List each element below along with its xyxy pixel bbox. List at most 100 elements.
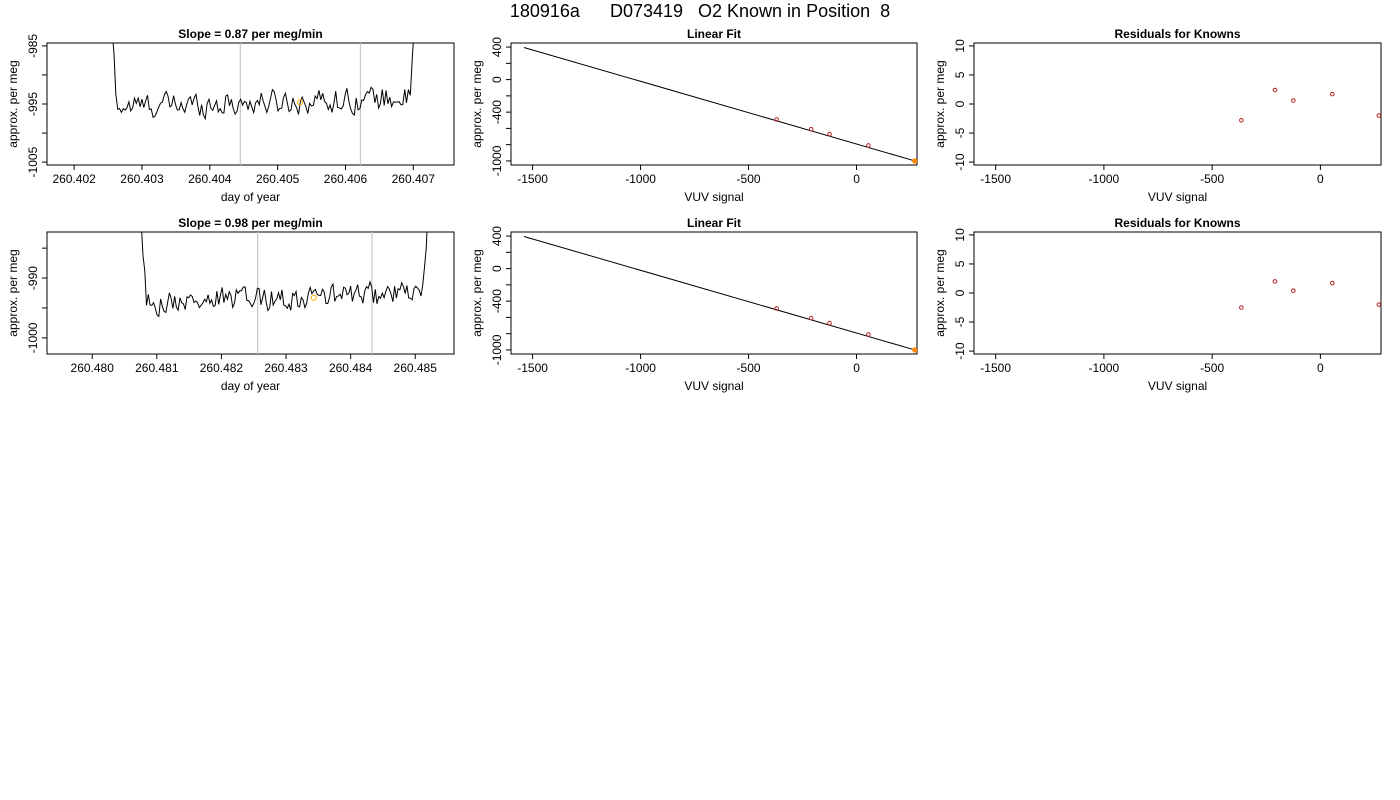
y-tick-label: -995	[26, 92, 40, 116]
x-tick-label: -1500	[517, 172, 548, 186]
x-axis-label: day of year	[221, 379, 280, 393]
x-tick-label: 260.481	[135, 361, 179, 375]
data-point	[912, 347, 917, 353]
y-tick-label: -5	[953, 127, 967, 138]
plot-panel-1: Slope = 0.87 per meg/min 260.402 260.403 26…	[6, 27, 455, 204]
plot-frame	[973, 231, 1382, 355]
x-tick-label: -1500	[517, 361, 548, 375]
x-tick-label: -500	[737, 361, 761, 375]
data-point	[827, 320, 832, 326]
y-axis-label: approx. per meg	[470, 249, 484, 336]
plot-title: Residuals for Knowns	[1114, 27, 1240, 41]
data-point	[912, 158, 917, 164]
plot-title: Slope = 0.87 per meg/min	[178, 27, 322, 41]
plot-title: Linear Fit	[687, 27, 741, 41]
y-tick-label: 10	[953, 39, 967, 53]
x-tick-label: 260.406	[324, 172, 368, 186]
plot-data	[1239, 87, 1381, 123]
x-tick-label: -1500	[980, 172, 1011, 186]
y-axis-label: approx. per meg	[6, 249, 20, 336]
y-tick-label: 5	[953, 71, 967, 78]
data-point	[808, 126, 814, 132]
plot-panel-6: Residuals for Knowns -1500 -1000 -500 0 -10 -5…	[933, 216, 1382, 393]
y-tick-label: -985	[26, 34, 40, 58]
x-tick-label: 0	[1317, 361, 1324, 375]
data-point	[1272, 279, 1278, 284]
data-point	[774, 117, 779, 122]
x-tick-label: -1000	[625, 361, 656, 375]
data-point	[1329, 91, 1335, 97]
y-tick-label: 0	[490, 265, 504, 272]
data-point	[866, 143, 871, 148]
y-axis-label: approx. per meg	[933, 249, 947, 336]
plot-data	[523, 235, 917, 353]
y-tick-label: -1000	[490, 334, 504, 365]
x-tick-label: 260.484	[329, 361, 373, 375]
y-tick-label: 5	[953, 260, 967, 267]
plot-frame	[510, 231, 918, 355]
x-axis-label: VUV signal	[1148, 190, 1207, 204]
data-point	[774, 306, 779, 311]
highlight-point	[297, 99, 304, 106]
x-axis-label: VUV signal	[1148, 379, 1207, 393]
plot-data	[523, 46, 917, 164]
plot-panel-5: Linear Fit -1500 -1000 -500 0 -1000 -400 0 400 VU…	[470, 216, 918, 393]
plot-panel-3: Residuals for Knowns -1500 -1000 -500 0 -10 -5…	[933, 27, 1382, 204]
fit-line	[523, 46, 915, 162]
data-point	[808, 315, 814, 321]
data-point	[1239, 305, 1244, 310]
plot-data	[1239, 279, 1381, 310]
x-tick-label: 0	[1317, 172, 1324, 186]
x-tick-label: 260.402	[52, 172, 96, 186]
y-tick-label: -400	[490, 100, 504, 124]
y-tick-label: -1000	[490, 145, 504, 176]
x-tick-label: -500	[1200, 361, 1224, 375]
plot-frame	[973, 42, 1382, 166]
plot-panel-4: Slope = 0.98 per meg/min 260.480 260.481 26…	[6, 216, 455, 393]
x-tick-label: 260.482	[200, 361, 244, 375]
highlight-point	[310, 294, 317, 301]
x-tick-label: -500	[1200, 172, 1224, 186]
y-tick-label: 0	[490, 76, 504, 83]
data-point	[1291, 288, 1296, 293]
x-tick-label: -500	[737, 172, 761, 186]
fit-line	[523, 235, 915, 351]
time-series-trace	[112, 43, 414, 121]
data-point	[827, 131, 832, 137]
y-tick-label: -10	[953, 342, 967, 360]
x-tick-label: 0	[853, 361, 860, 375]
y-tick-label: -400	[490, 289, 504, 313]
y-tick-label: 400	[490, 226, 504, 246]
data-point	[1291, 98, 1296, 103]
plot-data	[112, 43, 414, 165]
plot-frame	[46, 231, 455, 355]
y-tick-label: 400	[490, 37, 504, 57]
x-tick-label: 260.485	[394, 361, 438, 375]
x-axis-label: VUV signal	[684, 379, 743, 393]
y-axis-label: approx. per meg	[6, 60, 20, 147]
plot-title: Slope = 0.98 per meg/min	[178, 216, 322, 230]
x-tick-label: -1000	[1089, 172, 1120, 186]
x-tick-label: 260.483	[264, 361, 308, 375]
x-tick-label: 0	[853, 172, 860, 186]
time-series-trace	[141, 232, 428, 318]
y-tick-label: 10	[953, 228, 967, 242]
data-point	[1376, 113, 1381, 118]
x-tick-label: -1000	[625, 172, 656, 186]
y-tick-label: -1005	[26, 146, 40, 177]
plot-title: Residuals for Knowns	[1114, 216, 1240, 230]
x-tick-label: 260.480	[71, 361, 115, 375]
plot-title: Linear Fit	[687, 216, 741, 230]
data-point	[866, 332, 871, 337]
data-point	[1376, 302, 1381, 307]
data-point	[1272, 87, 1278, 93]
y-tick-label: 0	[953, 100, 967, 107]
x-tick-label: 260.403	[120, 172, 164, 186]
y-axis-label: approx. per meg	[933, 60, 947, 147]
y-tick-label: -990	[26, 266, 40, 290]
x-tick-label: 260.405	[256, 172, 300, 186]
plot-data	[141, 232, 428, 354]
y-tick-label: -10	[953, 153, 967, 171]
x-axis-label: day of year	[221, 190, 280, 204]
